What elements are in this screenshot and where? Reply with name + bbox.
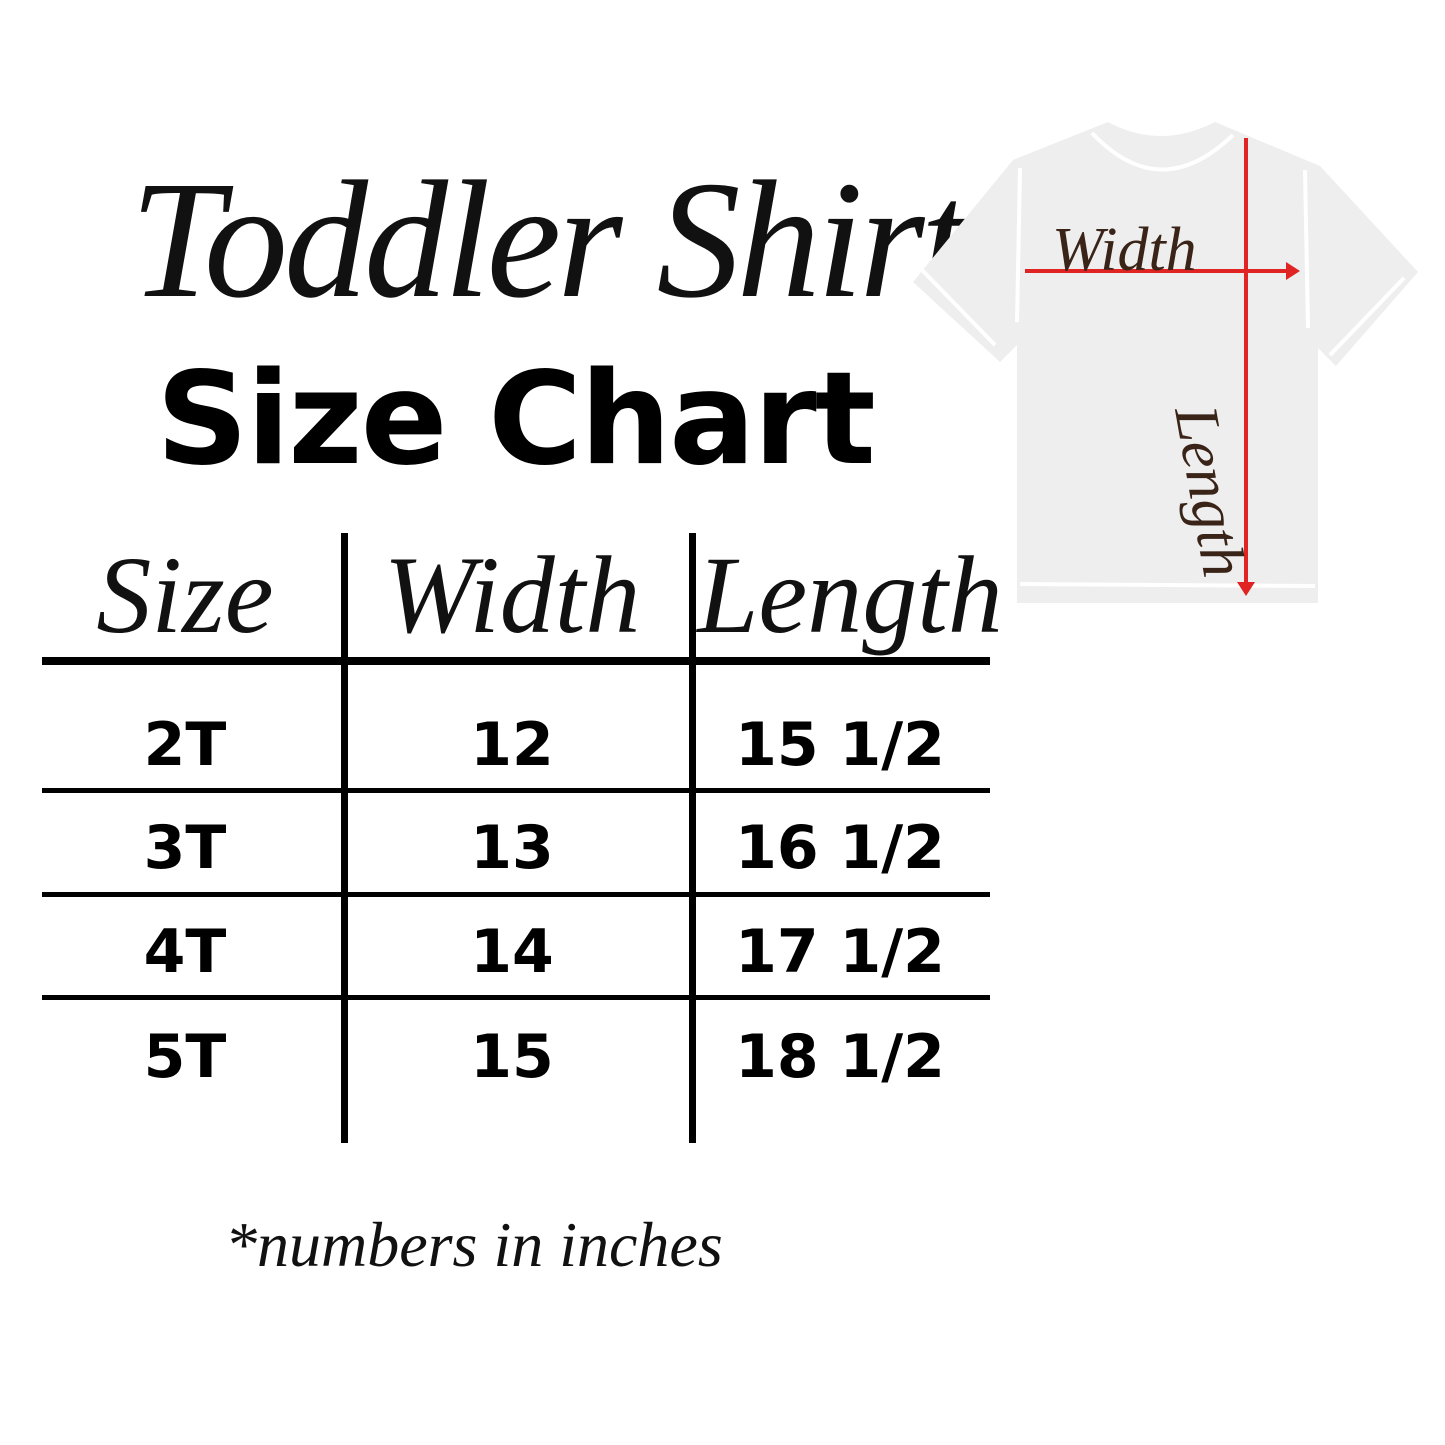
header-width: Width [383,534,641,656]
shirt-seams [920,131,1406,588]
header-divider [42,657,990,665]
footnote: *numbers in inches [225,1209,723,1280]
row-divider [42,995,990,1000]
page-title: Size Chart [156,345,876,494]
length-arrow [1237,138,1255,596]
cell-width: 14 [470,917,554,987]
header-size: Size [96,534,274,656]
cell-size: 3T [143,813,227,883]
title-script: Toddler Shirt [130,147,967,333]
column-divider [341,533,348,1143]
cell-size: 4T [143,917,227,987]
shirt-icon [913,122,1418,603]
cell-width: 15 [470,1022,554,1092]
cell-width: 13 [470,813,554,883]
row-divider [42,892,990,897]
cell-length: 15 1/2 [735,710,945,780]
column-divider [689,533,696,1143]
header-length: Length [697,534,1003,656]
cell-length: 18 1/2 [735,1022,945,1092]
row-divider [42,788,990,793]
cell-length: 16 1/2 [735,813,945,883]
cell-width: 12 [470,710,554,780]
cell-size: 5T [143,1022,227,1092]
width-label: Width [1052,216,1197,284]
cell-size: 2T [143,710,227,780]
cell-length: 17 1/2 [735,917,945,987]
